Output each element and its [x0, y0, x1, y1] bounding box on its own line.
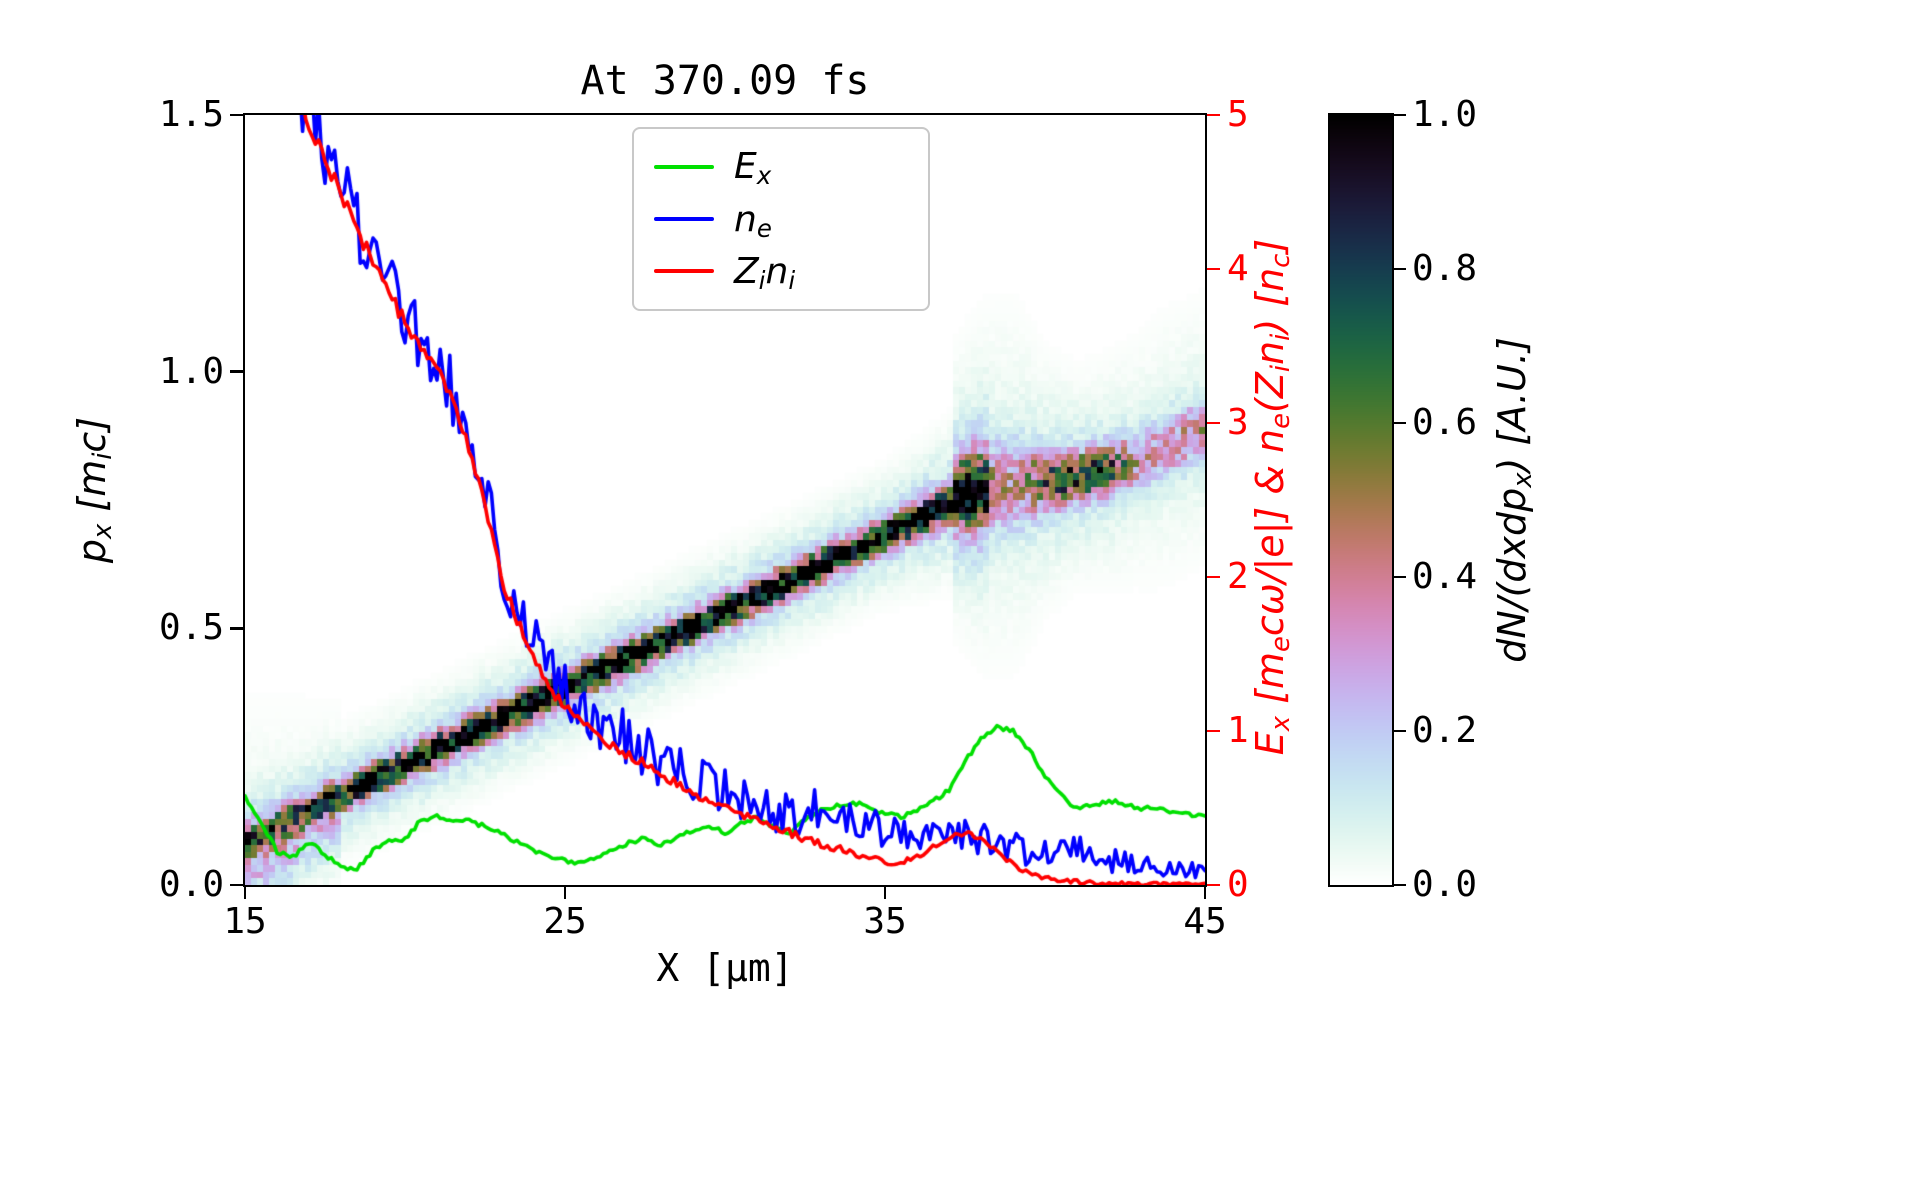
colorbar-tick-mark [1393, 729, 1406, 733]
colorbar-tick-label: 0.2 [1412, 710, 1478, 751]
right-y-tick-mark [1207, 729, 1220, 733]
legend-label: Zini [734, 250, 796, 295]
right-y-tick-mark [1207, 883, 1220, 887]
x-axis-label: X [μm] [656, 946, 794, 990]
right-y-tick-mark [1207, 575, 1220, 579]
colorbar-tick-label: 0.6 [1412, 402, 1478, 443]
right-y-tick-label: 0 [1227, 864, 1249, 905]
colorbar-tick-mark [1393, 575, 1406, 579]
colorbar-tick-label: 0.4 [1412, 556, 1478, 597]
x-tick-mark [883, 886, 887, 899]
legend-entry-Z_i n_i: Zini [654, 250, 928, 295]
legend-entry-n_e: ne [654, 198, 928, 243]
left-y-tick-mark [230, 883, 243, 887]
legend-entry-E_x: Ex [654, 146, 928, 191]
colorbar-tick-mark [1393, 113, 1406, 117]
right-y-tick-label: 4 [1227, 248, 1249, 289]
left-y-tick-mark [230, 370, 243, 373]
y-axis-label-right: Ex [mecω/|e|] & ne(Zini) [nc] [1248, 238, 1297, 756]
right-y-tick-label: 3 [1227, 402, 1249, 443]
left-y-tick-mark [230, 627, 243, 630]
right-y-tick-mark [1207, 113, 1220, 117]
colorbar-canvas [1330, 115, 1392, 885]
left-y-tick-label: 0.0 [158, 864, 224, 905]
legend-label: Ex [734, 146, 772, 191]
left-y-tick-label: 1.5 [158, 94, 224, 135]
colorbar-tick-mark [1393, 883, 1406, 887]
right-y-tick-mark [1207, 267, 1220, 271]
legend: Ex ne Zini [632, 127, 930, 311]
x-tick-mark [1203, 886, 1207, 899]
figure-title: At 370.09 fs [580, 58, 870, 104]
x-tick-label: 35 [863, 901, 907, 942]
right-y-tick-label: 1 [1227, 710, 1249, 751]
x-tick-label: 45 [1183, 901, 1227, 942]
colorbar-tick-label: 0.8 [1412, 248, 1478, 289]
colorbar-tick-label: 1.0 [1412, 94, 1478, 135]
right-y-tick-mark [1207, 421, 1220, 425]
x-tick-label: 25 [543, 901, 587, 942]
colorbar-tick-mark [1393, 421, 1406, 425]
legend-line-sample [654, 217, 714, 221]
x-tick-label: 15 [223, 901, 267, 942]
legend-line-sample [654, 164, 714, 169]
y-axis-label-left: px [mic] [70, 416, 119, 564]
colorbar-label: dN/(dxdpx) [A.U.] [1490, 337, 1539, 663]
legend-label: ne [734, 198, 772, 243]
legend-line-sample [654, 269, 714, 274]
right-y-tick-label: 2 [1227, 556, 1249, 597]
x-tick-mark [243, 886, 247, 899]
colorbar-tick-mark [1393, 267, 1406, 271]
colorbar-tick-label: 0.0 [1412, 864, 1478, 905]
left-y-tick-label: 0.5 [158, 607, 224, 649]
x-tick-mark [563, 886, 567, 899]
right-y-tick-label: 5 [1227, 94, 1249, 135]
left-y-tick-label: 1.0 [158, 350, 224, 392]
left-y-tick-mark [230, 113, 243, 117]
